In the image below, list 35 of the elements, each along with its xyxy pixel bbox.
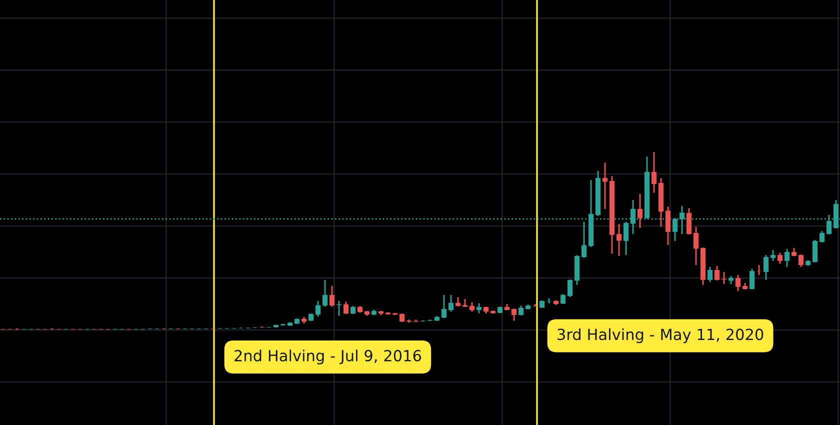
candlestick	[616, 223, 622, 257]
candlestick	[819, 230, 825, 244]
candlestick	[686, 207, 692, 236]
candlestick	[476, 302, 482, 314]
candlestick	[812, 239, 818, 264]
candlestick	[518, 304, 524, 316]
candlestick	[763, 254, 769, 281]
candlestick	[749, 268, 755, 290]
candlestick	[777, 252, 783, 265]
candlestick	[567, 278, 573, 298]
candlestick	[455, 296, 461, 307]
candlestick	[707, 266, 713, 283]
candlestick	[714, 265, 720, 282]
annotation: 3rd Halving - May 11, 2020	[558, 328, 764, 344]
candlestick	[693, 226, 699, 266]
candlestick	[469, 302, 475, 312]
candlestick	[315, 300, 321, 318]
candlestick	[343, 300, 349, 315]
candlestick	[441, 294, 447, 319]
candlestick	[602, 162, 608, 210]
candlestick	[329, 285, 335, 308]
candlestick	[770, 249, 776, 262]
candlestick	[798, 254, 804, 268]
candlestick	[623, 221, 629, 256]
candlestick	[448, 294, 454, 312]
candlestick	[560, 293, 566, 305]
candlestick	[322, 279, 328, 308]
candlestick	[511, 308, 517, 322]
candlestick	[651, 151, 657, 194]
candlestick	[665, 206, 671, 246]
candlestick	[735, 274, 741, 292]
candlestick	[784, 248, 790, 268]
candlestick	[637, 193, 643, 229]
text: 2nd Halving - Jul 9, 2016	[234, 350, 422, 364]
candlestick	[581, 221, 587, 258]
